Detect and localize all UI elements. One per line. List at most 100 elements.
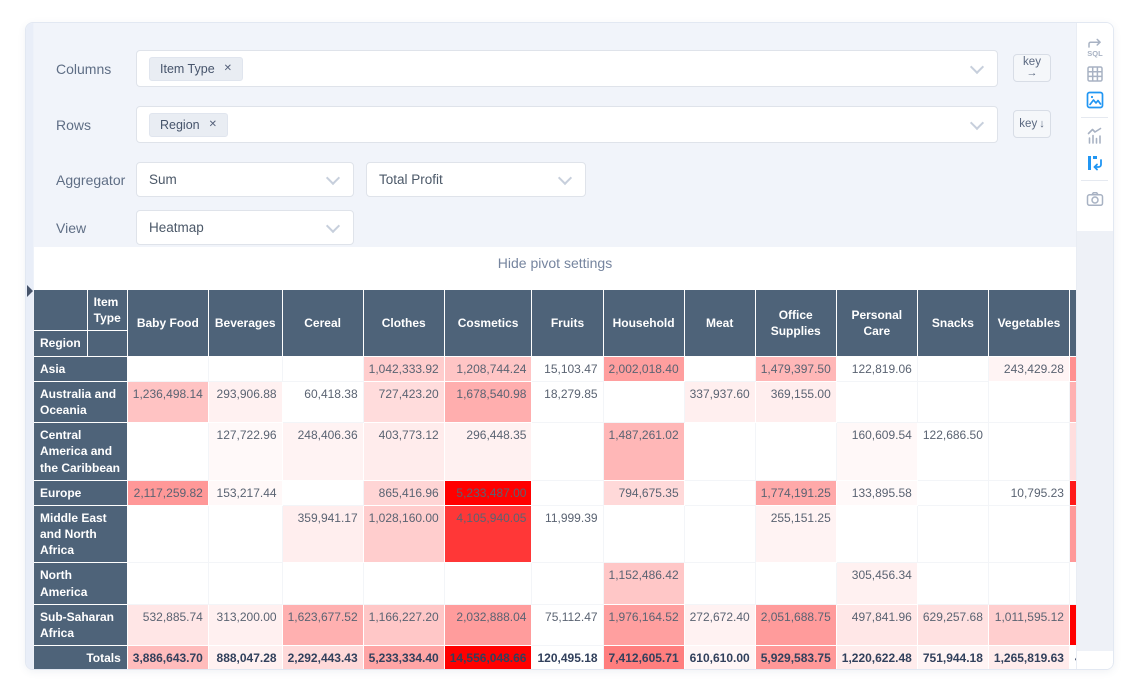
columns-order-button[interactable]: key →: [1013, 54, 1051, 82]
pivot-value-cell: [603, 381, 685, 424]
pane-splitter[interactable]: [26, 23, 34, 669]
col-header: Meat: [684, 290, 756, 357]
pivot-total-cell: 2,292,443.43: [282, 646, 364, 669]
pivot-value-cell: 865,416.96: [363, 480, 445, 506]
col-axis-label: Item Type: [87, 290, 128, 332]
pivot-icon[interactable]: [1084, 152, 1106, 174]
visualization-editor-card: Columns Item Type ✕ key → Rows Region ✕ …: [25, 22, 1114, 670]
pivot-value-cell: 296,448.35: [444, 423, 533, 481]
pivot-value-cell: 403,773.12: [363, 423, 445, 481]
pivot-value-cell: [208, 563, 283, 605]
pivot-value-cell: [208, 356, 283, 382]
aggregator-field-value: Total Profit: [379, 172, 443, 187]
row-header: Australia and Oceania: [34, 381, 128, 424]
remove-icon[interactable]: ✕: [208, 118, 218, 130]
rows-order-button[interactable]: key ↓: [1013, 110, 1051, 138]
hide-pivot-settings-link[interactable]: Hide pivot settings: [497, 255, 613, 271]
pivot-value-cell: 313,200.00: [208, 604, 283, 647]
pivot-value-cell: [684, 505, 756, 564]
chart-icon[interactable]: [1084, 125, 1106, 147]
pivot-value-cell: 532,885.74: [127, 604, 209, 647]
col-header: Office Supplies: [755, 290, 837, 357]
pivot-value-cell: 248,406.36: [282, 423, 364, 481]
col-header: Baby Food: [127, 290, 209, 357]
pivot-value-cell: 272,672.40: [684, 604, 756, 647]
image-icon[interactable]: [1084, 89, 1106, 111]
pivot-value-cell: 2,032,888.04: [444, 604, 533, 647]
row-header: North America: [34, 563, 128, 605]
col-header: Vegetables: [988, 290, 1070, 357]
pivot-value-cell: [282, 480, 364, 506]
arrow-right-icon: →: [1026, 66, 1038, 79]
pivot-table: Item Type Baby Food Beverages Cereal Clothes…: [34, 290, 1113, 669]
chevron-down-icon[interactable]: [557, 170, 573, 185]
pivot-value-cell: 1,208,744.24: [444, 356, 533, 382]
pivot-value-cell: 243,429.28: [988, 356, 1070, 382]
pivot-value-cell: [532, 480, 604, 506]
rows-select[interactable]: Region ✕: [136, 106, 998, 143]
row-axis-label: Region: [34, 331, 88, 357]
col-header: Personal Care: [836, 290, 918, 357]
view-value: Heatmap: [149, 220, 204, 235]
key-label: key: [1023, 56, 1041, 69]
columns-label: Columns: [56, 61, 112, 77]
pivot-value-cell: [917, 505, 989, 564]
rows-pill-region[interactable]: Region ✕: [149, 112, 229, 137]
pivot-value-cell: 1,011,595.12: [988, 604, 1070, 647]
pivot-total-cell: 888,047.28: [208, 646, 283, 669]
pivot-value-cell: [684, 356, 756, 382]
pivot-value-cell: [444, 563, 533, 605]
camera-icon[interactable]: [1084, 188, 1106, 210]
pivot-value-cell: 794,675.35: [603, 480, 685, 506]
pivot-value-cell: [282, 563, 364, 605]
aggregator-label: Aggregator: [56, 172, 126, 188]
pivot-value-cell: 5,233,487.00: [444, 480, 533, 506]
sidebar-lower-area: [1077, 231, 1113, 651]
aggregator-select[interactable]: Sum: [136, 162, 354, 197]
pivot-value-cell: 1,479,397.50: [755, 356, 837, 382]
pivot-value-cell: [684, 563, 756, 605]
view-label: View: [56, 220, 87, 236]
col-header: Clothes: [363, 290, 445, 357]
chevron-down-icon[interactable]: [325, 218, 341, 233]
pivot-total-cell: 751,944.18: [917, 646, 989, 669]
sql-icon[interactable]: SQL: [1084, 37, 1106, 59]
table-icon[interactable]: [1084, 63, 1106, 85]
col-header: Cereal: [282, 290, 364, 357]
pivot-row: Asia 1,042,333.92 1,208,744.24 15,103.47 2,0…: [34, 356, 1113, 382]
remove-icon[interactable]: ✕: [223, 62, 233, 74]
pivot-corner-cell: [87, 331, 128, 357]
aggregator-field-select[interactable]: Total Profit: [366, 162, 586, 197]
pivot-value-cell: [127, 563, 209, 605]
chevron-down-icon[interactable]: [325, 170, 341, 185]
pivot-value-cell: 1,152,486.42: [603, 563, 685, 605]
pivot-value-cell: 2,117,259.82: [127, 480, 209, 506]
pivot-value-cell: 11,999.39: [532, 505, 604, 564]
pivot-value-cell: [917, 381, 989, 424]
pivot-value-cell: 2,051,688.75: [755, 604, 837, 647]
chevron-down-icon[interactable]: [969, 115, 985, 130]
pivot-value-cell: [755, 563, 837, 605]
aggregator-value: Sum: [149, 172, 177, 187]
sidebar-divider: [1081, 117, 1108, 118]
columns-select[interactable]: Item Type ✕: [136, 50, 998, 87]
pivot-value-cell: 255,151.25: [755, 505, 837, 564]
pivot-row: Middle East and North Africa 359,941.17 1,…: [34, 505, 1113, 564]
pivot-value-cell: 4,105,940.05: [444, 505, 533, 564]
pivot-total-cell: 5,929,583.75: [755, 646, 837, 669]
chevron-down-icon[interactable]: [969, 59, 985, 74]
col-header: Fruits: [532, 290, 604, 357]
columns-pill-item-type[interactable]: Item Type ✕: [149, 56, 244, 81]
pivot-value-cell: 127,722.96: [208, 423, 283, 481]
pivot-value-cell: 1,678,540.98: [444, 381, 533, 424]
pivot-total-cell: 3,886,643.70: [127, 646, 209, 669]
pivot-value-cell: 122,686.50: [917, 423, 989, 481]
pivot-value-cell: [684, 423, 756, 481]
splitter-collapse-handle[interactable]: [27, 285, 33, 297]
pivot-total-cell: 7,412,605.71: [603, 646, 685, 669]
col-header: Beverages: [208, 290, 283, 357]
pivot-value-cell: 293,906.88: [208, 381, 283, 424]
pivot-value-cell: [282, 356, 364, 382]
pivot-value-cell: 15,103.47: [532, 356, 604, 382]
view-select[interactable]: Heatmap: [136, 210, 354, 245]
